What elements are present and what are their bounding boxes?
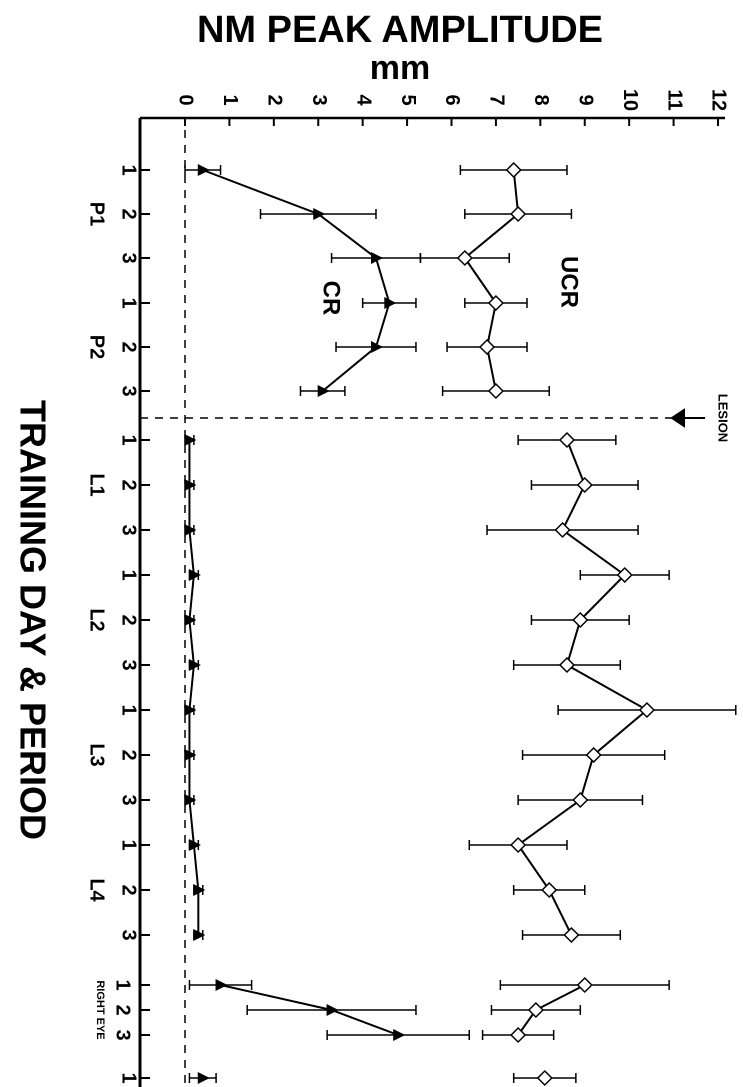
category-axis-label: TRAINING DAY & PERIOD: [12, 400, 53, 840]
marker: [184, 614, 197, 626]
y-tick-label: 2: [118, 614, 140, 625]
marker: [393, 1029, 406, 1041]
marker: [197, 164, 210, 176]
marker: [505, 161, 522, 179]
marker: [478, 338, 496, 356]
y-tick-label: 1: [118, 164, 140, 175]
x-tick-label: 12: [708, 89, 730, 111]
y-tick-label: 3: [118, 524, 140, 535]
x-tick-label: 3: [308, 94, 330, 105]
y-tick-label: 2: [118, 341, 140, 352]
marker: [585, 746, 602, 764]
marker: [326, 1004, 339, 1016]
legend-entry: CR: [318, 281, 345, 316]
marker: [554, 521, 571, 539]
marker: [317, 385, 330, 397]
marker: [563, 926, 580, 944]
y-tick-label: 2: [118, 749, 140, 760]
marker: [558, 656, 576, 674]
x-tick-label: 4: [352, 94, 374, 106]
y-tick-label: 2: [118, 208, 140, 219]
y-tick-label: 1: [118, 839, 140, 850]
marker: [572, 791, 589, 809]
y-tick-label: 1: [118, 1072, 140, 1083]
marker: [541, 881, 558, 899]
marker: [536, 1069, 553, 1087]
marker: [527, 1001, 544, 1019]
series-line: [516, 439, 649, 936]
y-tick-label: 2: [118, 479, 140, 490]
group-label: RIGHT EYE: [94, 980, 106, 1039]
y-tick-label: 1: [118, 704, 140, 715]
marker: [456, 249, 473, 267]
marker: [184, 434, 197, 446]
y-tick-label: 1: [112, 979, 134, 990]
y-tick-label: 3: [118, 659, 140, 670]
y-tick-label: 3: [118, 794, 140, 805]
marker: [188, 569, 201, 581]
x-tick-label: 8: [530, 94, 552, 105]
marker: [184, 794, 197, 806]
marker: [184, 524, 197, 536]
legend-entry: UCR: [556, 256, 583, 308]
y-tick-label: 2: [118, 884, 140, 895]
x-tick-label: 11: [663, 89, 685, 110]
group-label: L4: [86, 878, 108, 902]
lesion-arrow: [670, 408, 705, 428]
group-label: L2: [86, 608, 108, 631]
group-label: L3: [86, 743, 108, 766]
y-tick-label: 3: [112, 1029, 134, 1040]
marker: [576, 476, 593, 494]
y-tick-label: 3: [118, 385, 140, 396]
group-label: P1: [86, 202, 108, 226]
y-tick-label: 3: [118, 929, 140, 940]
x-tick-label: 0: [175, 94, 197, 105]
marker: [558, 431, 576, 449]
marker: [184, 479, 197, 491]
marker: [572, 611, 589, 629]
marker: [384, 297, 397, 309]
marker: [184, 704, 197, 716]
value-axis-label: mm: [370, 49, 430, 87]
marker: [616, 566, 633, 584]
series-line: [463, 169, 520, 392]
marker: [188, 839, 201, 851]
marker: [576, 976, 593, 994]
marker: [184, 749, 197, 761]
series-line: [202, 169, 391, 392]
marker: [197, 1072, 210, 1084]
x-tick-label: 1: [219, 94, 241, 105]
marker: [510, 836, 527, 854]
x-tick-label: 6: [441, 94, 463, 105]
y-tick-label: 1: [118, 434, 140, 445]
group-label: P2: [86, 335, 108, 359]
y-tick-label: 2: [112, 1004, 134, 1015]
series-line: [188, 440, 200, 935]
marker: [193, 884, 206, 896]
marker: [370, 252, 383, 264]
marker: [313, 208, 326, 220]
x-tick-label: 9: [574, 94, 596, 105]
marker: [638, 701, 655, 719]
marker: [487, 294, 504, 312]
x-tick-label: 7: [486, 94, 508, 105]
marker: [370, 341, 383, 353]
x-tick-label: 10: [619, 89, 641, 111]
x-tick-label: 5: [397, 94, 419, 105]
marker: [188, 659, 201, 671]
marker: [193, 929, 206, 941]
y-tick-label: 3: [118, 252, 140, 263]
y-tick-label: 1: [118, 569, 140, 580]
marker: [510, 205, 527, 223]
marker: [487, 382, 504, 400]
y-tick-label: 1: [118, 297, 140, 308]
chart-title: NM PEAK AMPLITUDE: [197, 9, 603, 51]
marker: [510, 1026, 527, 1044]
x-tick-label: 2: [264, 94, 286, 105]
group-label: L1: [86, 473, 108, 496]
marker: [215, 979, 228, 991]
annotation: LESION: [716, 394, 731, 442]
